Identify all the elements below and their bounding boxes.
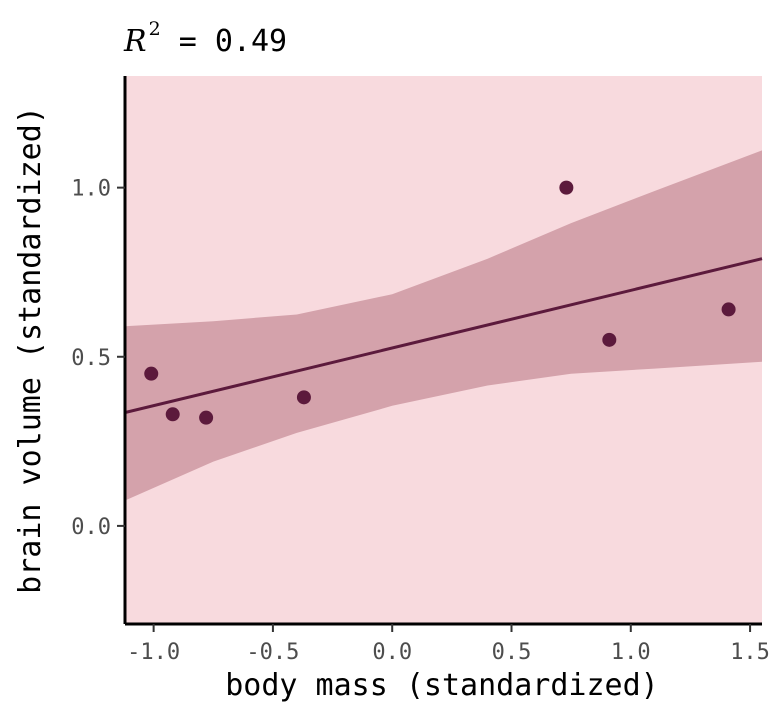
y-tick-label: 1.0 bbox=[71, 177, 111, 202]
data-point-4 bbox=[296, 390, 311, 405]
y-axis-ticks: 0.0 0.5 1.0 bbox=[71, 177, 125, 540]
x-tick-label: 1.5 bbox=[730, 640, 770, 665]
data-point-3 bbox=[199, 410, 214, 425]
chart-title-variable: R bbox=[123, 24, 147, 59]
data-point-6 bbox=[602, 332, 617, 347]
regression-line bbox=[124, 257, 763, 415]
x-tick-label: 1.0 bbox=[611, 640, 651, 665]
x-tick-label: 0.5 bbox=[492, 640, 532, 665]
chart-title-superscript: 2 bbox=[149, 18, 161, 40]
y-axis-title: brain volume (standardized) bbox=[13, 106, 48, 594]
x-axis-title: body mass (standardized) bbox=[225, 668, 658, 703]
data-point-7 bbox=[721, 302, 736, 317]
x-tick-label: -0.5 bbox=[246, 640, 299, 665]
confidence-band bbox=[125, 150, 762, 501]
x-tick-label: -1.0 bbox=[127, 640, 180, 665]
data-point-2 bbox=[165, 407, 180, 422]
chart-title-value: = 0.49 bbox=[161, 24, 287, 59]
x-tick-label: 0.0 bbox=[372, 640, 412, 665]
y-tick-label: 0.5 bbox=[71, 346, 111, 371]
x-axis-ticks: -1.0 -0.5 0.0 0.5 1.0 1.5 bbox=[127, 624, 770, 665]
data-points bbox=[144, 180, 736, 425]
y-tick-label: 0.0 bbox=[71, 515, 111, 540]
data-point-1 bbox=[144, 366, 159, 381]
data-point-5 bbox=[559, 180, 574, 195]
